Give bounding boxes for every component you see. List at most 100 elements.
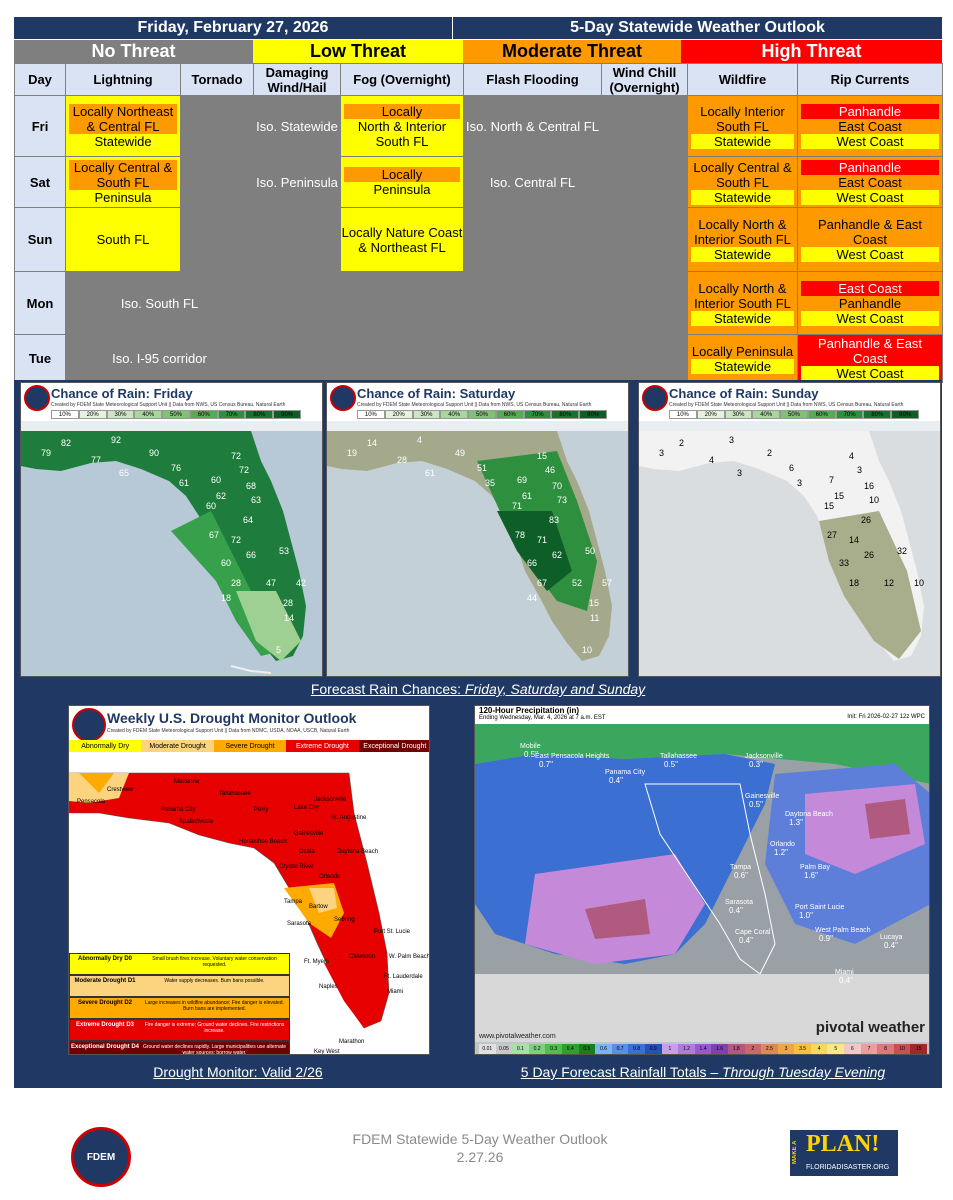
precip-city-name: Miami — [835, 969, 854, 976]
drought-city-label: Key West — [314, 1049, 340, 1055]
precip-city-name: Sarasota — [725, 899, 753, 906]
wildfire-cell: Locally Central & South FL Statewide — [687, 156, 798, 208]
precip-brand: pivotal weather — [815, 1019, 925, 1036]
drought-legend-name: Severe Drought D2 — [77, 1000, 132, 1006]
wildfire-low-chip: Statewide — [691, 310, 794, 326]
tornado-cell — [180, 156, 254, 208]
rain-chance-label: 16 — [864, 481, 874, 491]
footer-date: 2.27.26 — [456, 1149, 504, 1165]
precip-scale-step: 0.4 — [561, 1044, 579, 1054]
rain-scale-step: 60% — [807, 410, 836, 419]
precip-scale-step: 1.4 — [694, 1044, 712, 1054]
rain-chance-label: 60 — [206, 501, 216, 511]
rain-chance-label: 61 — [179, 478, 189, 488]
rain-chance-label: 15 — [834, 491, 844, 501]
legend-high-threat: High Threat — [681, 40, 942, 63]
drought-title: Weekly U.S. Drought Monitor Outlook — [107, 710, 357, 726]
rain-map-friday: Chance of Rain: Friday Created by FDEM S… — [20, 382, 323, 677]
rain-chance-label: 18 — [849, 578, 859, 588]
rain-chance-label: 10 — [869, 495, 879, 505]
fog-cell — [340, 334, 464, 383]
rain-caption-main: Forecast Rain Chances: — [310, 681, 461, 697]
wind-chill-cell — [601, 334, 688, 383]
rip-moderate-text: East Coast — [838, 118, 902, 134]
rain-scale-step: 50% — [162, 410, 190, 419]
rain-chance-label: 70 — [552, 481, 562, 491]
rip-cell: Panhandle East Coast West Coast — [797, 156, 943, 208]
col-tornado: Tornado — [180, 63, 254, 96]
rain-chance-label: 71 — [537, 535, 547, 545]
rain-scale-step: 50% — [780, 410, 808, 419]
plan-logo-url: FLORIDADISASTER.ORG — [806, 1164, 890, 1171]
col-lightning: Lightning — [65, 63, 181, 96]
precip-city-name: West Palm Beach — [815, 927, 871, 934]
rain-chance-label: 6 — [789, 463, 794, 473]
rip-low-chip: West Coast — [801, 189, 939, 205]
rain-chance-label: 52 — [572, 578, 582, 588]
wildfire-low-chip: Statewide — [691, 358, 794, 374]
fog-moderate-chip: Locally — [344, 103, 460, 119]
rain-chance-label: 10 — [914, 578, 924, 588]
rain-chance-label: 14 — [367, 438, 377, 448]
rain-chance-label: 61 — [425, 468, 435, 478]
lightning-moderate-chip: Locally Northeast & Central FL — [69, 103, 177, 134]
precip-city-name: Palm Bay — [800, 864, 830, 871]
drought-legend-desc: Large increases in wildfire abundance; F… — [145, 1000, 284, 1012]
header-title: 5-Day Statewide Weather Outlook — [453, 17, 942, 39]
fdem-logo-icon — [330, 385, 356, 411]
precip-caption: 5 Day Forecast Rainfall Totals – Through… — [464, 1058, 942, 1086]
rip-cell: Panhandle & East Coast West Coast — [797, 334, 943, 383]
precip-city-value: 0.3" — [749, 760, 763, 769]
drought-legend-desc: Fire danger is extreme; Ground water dec… — [144, 1022, 285, 1034]
rain-scale-step: 80% — [863, 410, 892, 419]
rain-chance-label: 2 — [679, 438, 684, 448]
rip-high-text: Panhandle & East Coast — [817, 336, 923, 366]
day-cell: Sun — [14, 207, 66, 272]
flood-cell: Iso. Central FL — [463, 156, 602, 208]
drought-cat-d3: Extreme Drought — [286, 740, 359, 752]
drought-city-label: Ft. Myers — [304, 959, 329, 965]
drought-city-label: Naples — [319, 984, 338, 990]
precip-city-name: Panama City — [605, 769, 646, 776]
drought-credit: Created by FDEM State Meteorological Sup… — [107, 728, 350, 734]
rain-scale-step: 70% — [523, 410, 552, 419]
rain-chance-label: 15 — [824, 501, 834, 511]
drought-city-label: Daytona Beach — [337, 849, 378, 855]
rain-chance-label: 73 — [557, 495, 567, 505]
precip-city-value: 0.5" — [749, 800, 763, 809]
rain-chance-label: 79 — [41, 448, 51, 458]
rain-caption-italic: Friday, Saturday and Sunday — [464, 681, 646, 697]
precip-website: www.pivotalweather.com — [479, 1033, 556, 1040]
precip-city-value: 0.7" — [539, 760, 553, 769]
rip-low-chip: West Coast — [801, 366, 939, 381]
legend-low-threat: Low Threat — [253, 40, 463, 63]
drought-city-label: Crestview — [107, 787, 134, 793]
rain-chance-label: 50 — [585, 546, 595, 556]
rain-chance-label: 7 — [829, 475, 834, 485]
drought-legend-row: Severe Drought D2 Large increases in wild… — [69, 997, 290, 1019]
rain-chance-label: 90 — [149, 448, 159, 458]
precip-scale-step: 0.9 — [644, 1044, 662, 1054]
precip-city-name: Orlando — [770, 841, 795, 848]
wind-cell: Iso. Statewide — [253, 95, 341, 157]
precip-scale-step: 0.1 — [512, 1044, 529, 1054]
rain-chance-label: 65 — [119, 468, 129, 478]
rain-chance-label: 12 — [884, 578, 894, 588]
wildfire-moderate-text: Locally Interior South FL — [691, 103, 794, 134]
rain-chance-label: 2 — [767, 448, 772, 458]
drought-legend-row: Abnormally Dry D0 Small brush fires incre… — [69, 953, 290, 975]
rain-chance-label: 4 — [709, 455, 714, 465]
drought-city-label: Pensacola — [77, 799, 106, 805]
rain-chance-label: 28 — [231, 578, 241, 588]
rain-chance-label: 4 — [417, 435, 422, 445]
fog-moderate-chip: Locally — [344, 167, 460, 182]
rain-chance-label: 28 — [397, 455, 407, 465]
col-wind-hail: Damaging Wind/Hail — [253, 63, 341, 96]
flood-cell — [463, 271, 602, 335]
precip-scale-step: 8 — [877, 1044, 894, 1054]
table-row: Mon Iso. South FL Locally North & Interi… — [14, 271, 943, 335]
rain-chance-label: 14 — [284, 613, 294, 623]
drought-city-label: Marianna — [174, 779, 200, 785]
precip-city-value: 0.4" — [884, 941, 898, 950]
precip-scale-step: 3.5 — [794, 1044, 811, 1054]
